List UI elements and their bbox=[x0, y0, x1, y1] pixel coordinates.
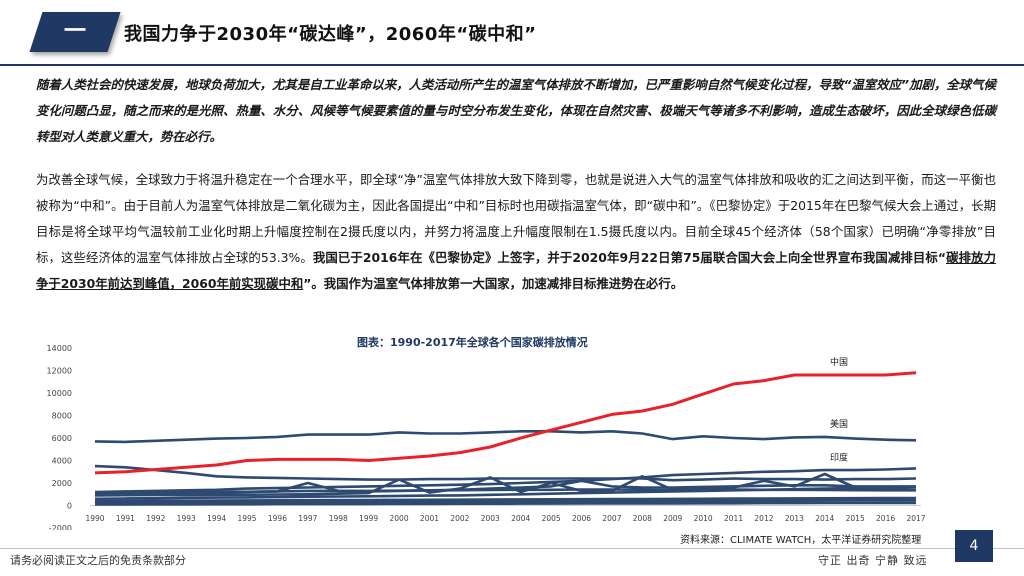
x-tick-label: 1997 bbox=[298, 514, 317, 523]
series-line bbox=[94, 496, 917, 503]
x-tick-label: 2015 bbox=[846, 514, 865, 523]
page-title: 我国力争于2030年“碳达峰”，2060年“碳中和” bbox=[124, 24, 537, 45]
x-tick-label: 1992 bbox=[146, 514, 165, 523]
x-tick-label: 2017 bbox=[906, 514, 925, 523]
x-tick-label: 1996 bbox=[268, 514, 287, 523]
series-line bbox=[94, 488, 916, 495]
series-line-美国 bbox=[94, 430, 917, 444]
x-tick-label: 2000 bbox=[390, 514, 409, 523]
x-tick-label: 2014 bbox=[815, 514, 834, 523]
x-tick-label: 1994 bbox=[207, 514, 226, 523]
x-tick-label: 2010 bbox=[694, 514, 713, 523]
paragraph-underline-text: 碳排放力争于2030年前达到峰值，2060年前实现碳中和 bbox=[36, 250, 996, 291]
x-tick-label: 2003 bbox=[481, 514, 500, 523]
x-tick-label: 2001 bbox=[420, 514, 439, 523]
y-tick-label: 12000 bbox=[47, 367, 72, 376]
y-tick-label: 0 bbox=[67, 502, 72, 511]
paragraph-carbon-neutral: 为改善全球气候，全球致力于将温升稳定在一个合理水平，即全球“净”温室气体排放大致… bbox=[36, 167, 996, 297]
series-line-印度 bbox=[94, 467, 917, 494]
x-tick-label: 1990 bbox=[85, 514, 104, 523]
series-label: 中国 bbox=[830, 356, 848, 368]
title-divider bbox=[0, 64, 1024, 66]
series-label: 美国 bbox=[830, 418, 848, 430]
x-tick-label: 2002 bbox=[450, 514, 469, 523]
footer-disclaimer: 请务必阅读正文之后的免责条款部分 bbox=[10, 554, 186, 567]
x-tick-label: 2004 bbox=[511, 514, 530, 523]
x-tick-label: 1998 bbox=[329, 514, 348, 523]
x-tick-label: 2012 bbox=[754, 514, 773, 523]
y-tick-label: 10000 bbox=[47, 389, 72, 398]
series-line bbox=[95, 501, 916, 506]
series-label: 印度 bbox=[830, 452, 848, 464]
section-badge-label: 一 bbox=[63, 19, 86, 44]
title-bar: 一 我国力争于2030年“碳达峰”，2060年“碳中和” bbox=[0, 0, 1024, 64]
x-tick-label: 2013 bbox=[785, 514, 804, 523]
x-tick-label: 2009 bbox=[663, 514, 682, 523]
x-tick-label: 2008 bbox=[633, 514, 652, 523]
y-tick-label: 14000 bbox=[47, 344, 72, 353]
y-tick-label: 2000 bbox=[52, 479, 72, 488]
x-tick-label: 1995 bbox=[237, 514, 256, 523]
footer-divider bbox=[0, 548, 1024, 549]
chart-source: 资料来源：CLIMATE WATCH，太平洋证券研究院整理 bbox=[680, 535, 922, 546]
y-tick-label: 6000 bbox=[52, 434, 72, 443]
chart-title: 图表：1990-2017年全球各个国家碳排放情况 bbox=[357, 336, 588, 349]
footer-motto: 守正 出奇 宁静 致远 bbox=[818, 554, 928, 567]
emissions-line-chart: -2000 0 2000 4000 6000 8000 10000 12000 14000 199… bbox=[47, 344, 926, 530]
y-tick-label: 4000 bbox=[52, 457, 72, 466]
x-tick-label: 2006 bbox=[572, 514, 591, 523]
series-line-中国 bbox=[94, 371, 917, 475]
series-line bbox=[94, 498, 917, 505]
x-tick-label: 2011 bbox=[724, 514, 743, 523]
y-tick-label: 8000 bbox=[52, 412, 72, 421]
x-tick-label: 2016 bbox=[876, 514, 895, 523]
x-tick-label: 1991 bbox=[116, 514, 135, 523]
x-tick-label: 1999 bbox=[359, 514, 378, 523]
x-tick-label: 2005 bbox=[542, 514, 561, 523]
y-tick-label: -2000 bbox=[49, 524, 72, 530]
paragraph-text: 为改善全球气候，全球致力于将温升稳定在一个合理水平，即全球“净”温室气体排放大致… bbox=[36, 172, 996, 265]
series-line bbox=[94, 464, 917, 482]
paragraph-intro: 随着人类社会的快速发展，地球负荷加大，尤其是自工业革命以来，人类活动所产生的温室… bbox=[36, 77, 996, 144]
x-tick-label: 2007 bbox=[602, 514, 621, 523]
x-tick-label: 1993 bbox=[177, 514, 196, 523]
paragraph-bold-text: 我国已于2016年在《巴黎协定》上签字，并于2020年9月22日第75届联合国大… bbox=[312, 250, 946, 265]
paragraph-bold-end-text: ”。我国作为温室气体排放第一大国家，加速减排目标推进势在必行。 bbox=[303, 276, 684, 291]
page-number: 4 bbox=[955, 530, 993, 562]
